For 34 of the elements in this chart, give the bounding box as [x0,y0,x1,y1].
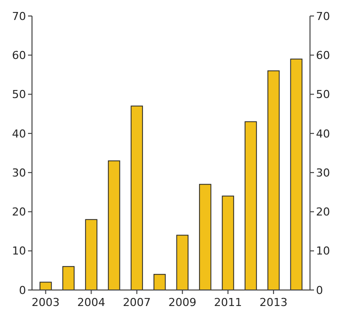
y-tick-label: 40 [12,127,26,140]
bar [130,106,143,290]
bar [222,196,234,290]
bar [267,70,280,290]
bar [199,184,212,290]
bar [176,234,188,290]
bar [40,282,52,290]
y2-tick-label: 60 [316,48,330,62]
x-tick-label: 2004 [77,296,106,309]
x-tick-label: 2011 [214,296,242,309]
bar [108,160,120,290]
x-tick-label: 2003 [32,296,60,309]
y-tick-label: 50 [12,88,26,102]
bar [244,121,257,290]
y2-tick-label: 50 [316,88,330,102]
bar [154,274,166,290]
y2-tick-label: 10 [316,244,330,258]
y-tick-label: 30 [12,166,26,180]
x-tick-label: 2009 [168,296,196,309]
bar [62,266,75,290]
y2-tick-label: 30 [316,166,330,180]
bar [85,219,98,290]
y2-tick-label: 70 [316,10,330,23]
y2-tick-label: 20 [316,206,330,219]
y2-tick-label: 40 [316,127,330,140]
x-tick-label: 2013 [260,296,288,309]
x-tick-label: 2007 [122,296,151,309]
y2-tick-label: 0 [316,284,323,297]
y-tick-label: 70 [12,10,26,23]
bar [290,58,302,290]
y-tick-label: 10 [12,244,26,258]
y-tick-label: 0 [19,284,26,297]
y-tick-label: 20 [12,206,26,219]
y-tick-label: 60 [12,48,26,62]
